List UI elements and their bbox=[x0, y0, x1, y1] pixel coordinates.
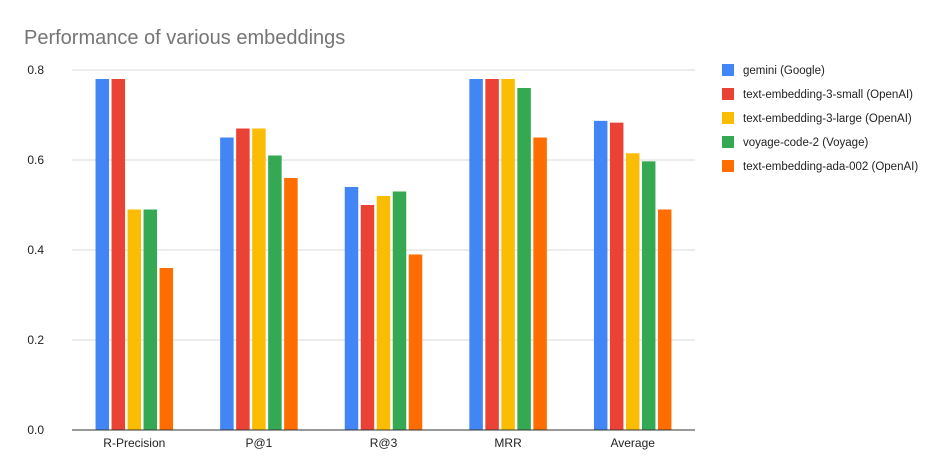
bar bbox=[127, 209, 142, 430]
bar bbox=[641, 161, 656, 430]
x-tick-label: R-Precision bbox=[103, 436, 165, 450]
bar bbox=[360, 205, 375, 430]
legend-swatch bbox=[722, 136, 734, 148]
legend-swatch bbox=[722, 64, 734, 76]
y-tick-label: 0.8 bbox=[27, 63, 44, 77]
legend-label: text-embedding-3-large (OpenAI) bbox=[743, 113, 912, 125]
y-tick-label: 0.0 bbox=[27, 423, 44, 437]
bar bbox=[485, 79, 499, 430]
x-tick-label: R@3 bbox=[370, 436, 398, 450]
bar bbox=[220, 137, 234, 430]
bar bbox=[657, 209, 672, 430]
bar bbox=[392, 191, 407, 430]
bar bbox=[252, 128, 266, 430]
bar bbox=[625, 153, 640, 430]
bar bbox=[159, 268, 174, 430]
chart-title: Performance of various embeddings bbox=[24, 27, 345, 49]
bar bbox=[376, 196, 391, 430]
bar bbox=[408, 254, 423, 430]
y-tick-label: 0.4 bbox=[27, 243, 44, 257]
legend-label: text-embedding-ada-002 (OpenAI) bbox=[743, 161, 918, 173]
bar bbox=[517, 88, 531, 430]
bar bbox=[533, 137, 547, 430]
bar bbox=[344, 187, 359, 430]
x-tick-label: Average bbox=[610, 436, 655, 450]
bar bbox=[284, 178, 298, 430]
x-tick-label: MRR bbox=[494, 436, 522, 450]
legend-label: gemini (Google) bbox=[743, 65, 825, 77]
legend-label: text-embedding-3-small (OpenAI) bbox=[743, 89, 913, 101]
legend-label: voyage-code-2 (Voyage) bbox=[743, 137, 868, 149]
bar bbox=[593, 120, 608, 430]
bar bbox=[95, 79, 110, 430]
bar bbox=[268, 155, 282, 430]
legend-swatch bbox=[722, 160, 734, 172]
y-tick-label: 0.2 bbox=[27, 333, 44, 347]
bar bbox=[236, 128, 250, 430]
legend: gemini (Google) text-embedding-3-small (O… bbox=[722, 64, 918, 173]
bar bbox=[469, 79, 483, 430]
bar bbox=[501, 79, 515, 430]
legend-swatch bbox=[722, 88, 734, 100]
bar bbox=[111, 79, 126, 430]
y-tick-label: 0.6 bbox=[27, 153, 44, 167]
bar bbox=[609, 122, 624, 431]
bar bbox=[143, 209, 158, 430]
x-axis: R-Precision P@1 R@3 MRR Average bbox=[72, 429, 695, 450]
y-axis-ticks: 0.0 0.2 0.4 0.6 0.8 bbox=[27, 63, 44, 437]
legend-swatch bbox=[722, 112, 734, 124]
x-tick-label: P@1 bbox=[245, 436, 272, 450]
bars bbox=[95, 79, 672, 431]
